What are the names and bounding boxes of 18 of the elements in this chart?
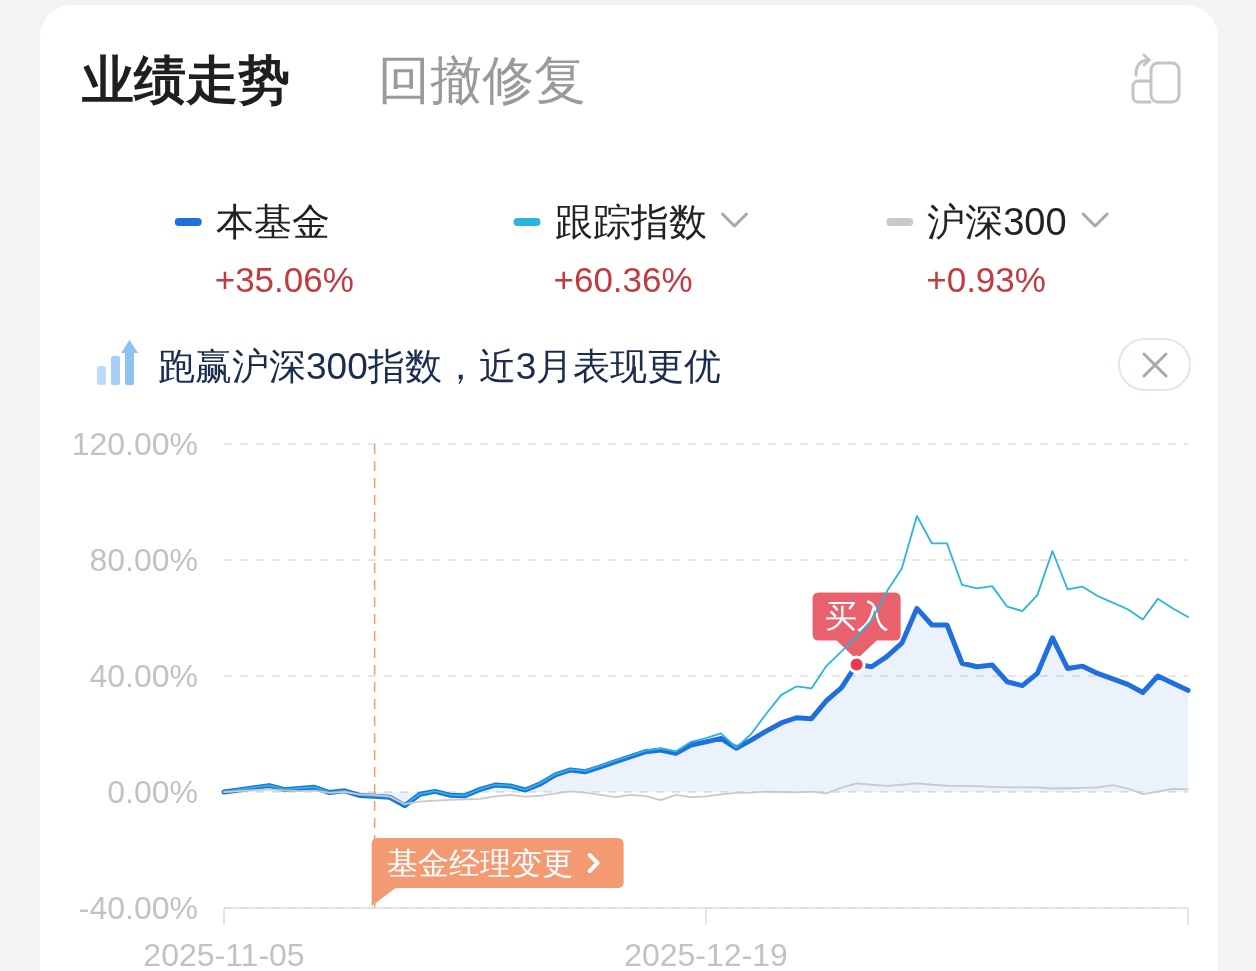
line-series xyxy=(223,782,1189,806)
x-tick-label: 2025-12-19 xyxy=(624,937,788,971)
legend-label: 沪深300 xyxy=(927,201,1067,243)
y-tick-label: 120.00% xyxy=(71,426,198,462)
text: +60.36% xyxy=(553,260,693,299)
y-tick-label: 40.00% xyxy=(89,658,198,694)
legend-label: 跟踪指数 xyxy=(554,201,707,243)
y-tick-label: 0.00% xyxy=(107,774,198,810)
text: +35.06% xyxy=(214,260,354,299)
text: 回撤修复 xyxy=(378,51,586,109)
y-tick-label: 80.00% xyxy=(89,542,198,578)
chart-subtitle: 跑赢沪深300指数，近3月表现更优 xyxy=(158,346,722,387)
y-tick-label: -40.00% xyxy=(78,890,198,926)
chart-title: 业绩走势 xyxy=(81,51,290,109)
x-tick-label: 2025-11-05 xyxy=(143,937,305,971)
text: +0.93% xyxy=(926,260,1046,299)
annotation: 基金经理变更 xyxy=(386,846,573,881)
legend-label: 本基金 xyxy=(215,201,330,243)
